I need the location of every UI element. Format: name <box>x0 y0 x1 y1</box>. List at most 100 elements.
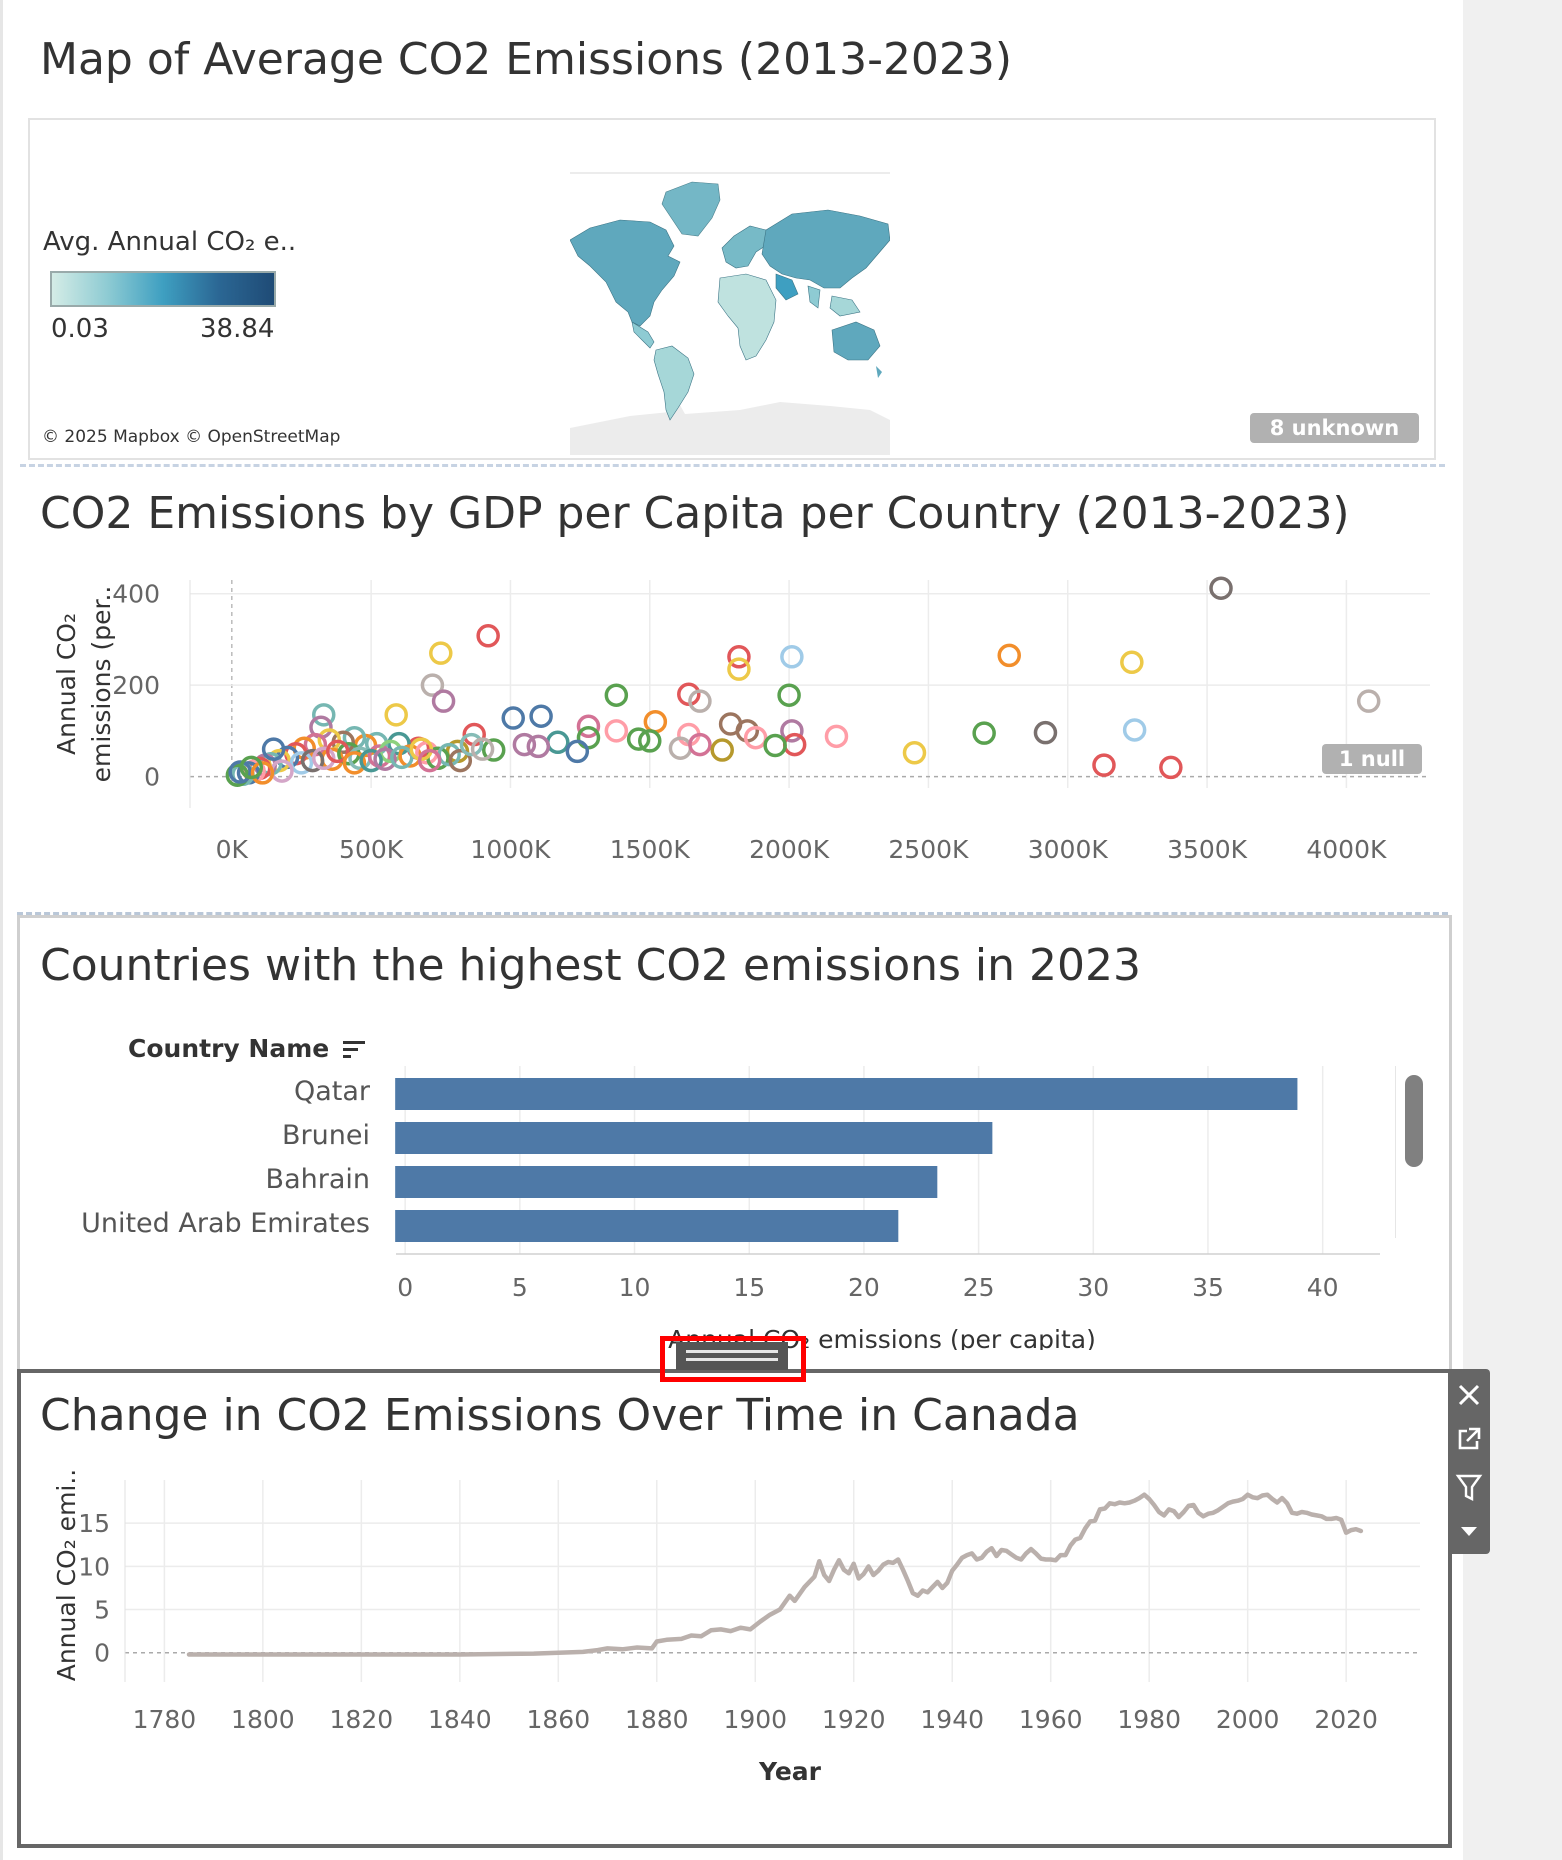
scatter-title: CO2 Emissions by GDP per Capita per Coun… <box>40 488 1350 539</box>
filter-icon <box>1455 1474 1483 1501</box>
y-tick-label: 15 <box>78 1509 110 1538</box>
scatter-point <box>727 657 751 681</box>
x-tick-label: 25 <box>963 1273 995 1302</box>
null-badge[interactable]: 1 null <box>1322 744 1422 774</box>
x-tick-label: 1000K <box>470 835 551 864</box>
x-tick-label: 1820 <box>330 1705 394 1734</box>
scatter-point <box>359 748 383 773</box>
handle-grip-line-bottom <box>686 1358 778 1361</box>
bar-category-label[interactable]: Qatar <box>293 1076 370 1107</box>
scatter-point <box>512 732 537 757</box>
scatter-point <box>420 673 445 697</box>
bar-category-label[interactable]: Bahrain <box>265 1164 370 1195</box>
bar-title: Countries with the highest CO2 emissions… <box>40 940 1142 991</box>
worksheet-toolbar <box>1448 1369 1490 1554</box>
scatter-point <box>431 689 456 713</box>
scatter-point <box>342 751 367 775</box>
scatter-point <box>526 734 551 759</box>
scatter-point <box>529 704 553 728</box>
scatter-point <box>1120 650 1144 675</box>
greenland-shape <box>661 181 721 237</box>
x-tick-label: 2000K <box>749 835 830 864</box>
scatter-point <box>312 703 336 727</box>
scatter-point <box>626 727 651 751</box>
y-tick-label: 200 <box>112 671 160 700</box>
right-gutter <box>1463 0 1562 1860</box>
resize-handle[interactable] <box>676 1342 788 1370</box>
x-tick-label: 1880 <box>625 1705 689 1734</box>
scatter-point <box>250 761 275 785</box>
x-tick-label: 2020 <box>1314 1705 1378 1734</box>
x-tick-label: 10 <box>619 1273 651 1302</box>
bar-scrollbar-thumb[interactable] <box>1405 1075 1423 1167</box>
x-tick-label: 1900 <box>723 1705 787 1734</box>
y-tick-label: 0 <box>94 1639 110 1668</box>
highlight-box <box>660 1336 806 1382</box>
scatter-point <box>604 719 629 743</box>
chevron-down-icon <box>1461 1527 1477 1536</box>
close-button[interactable] <box>1448 1373 1490 1417</box>
map-legend-gradient <box>50 271 276 307</box>
left-edge <box>0 0 3 1860</box>
x-axis-title: GDP per capita, PPP (constant 2021 inter… <box>442 889 1177 890</box>
scatter-point <box>688 732 712 757</box>
line-panel[interactable] <box>17 1369 1452 1848</box>
scatter-point <box>565 739 590 764</box>
scatter-point <box>417 748 442 773</box>
scatter-point <box>638 729 662 753</box>
unknown-badge[interactable]: 8 unknown <box>1250 413 1419 443</box>
x-tick-label: 35 <box>1192 1273 1224 1302</box>
line-chart[interactable]: 1780 1800 1820 1840 1860 1880 1900 1920 1940 1960… <box>20 1460 1440 1840</box>
bar-brunei <box>395 1122 993 1154</box>
scatter-point <box>824 724 849 749</box>
scatter-point <box>429 641 453 665</box>
scatter-point <box>763 733 787 758</box>
section-divider <box>20 464 1445 467</box>
x-tick-label: 1860 <box>526 1705 590 1734</box>
scatter-chart[interactable]: 0K 500K 1000K 1500K 2000K 2500K 3000K 3500K 4000… <box>0 560 1450 890</box>
scroll-track-divider <box>1395 1066 1396 1238</box>
x-tick-label: 2500K <box>888 835 969 864</box>
x-axis-title: Year <box>758 1757 822 1786</box>
canada-emissions-line <box>186 1492 1364 1657</box>
y-axis-title-line2: emissions (per.. <box>87 586 116 783</box>
x-tick-label: 0 <box>397 1273 413 1302</box>
australia-shape <box>831 321 881 361</box>
scatter-point <box>470 737 495 761</box>
scatter-point <box>261 737 286 761</box>
map-legend-max: 38.84 <box>200 314 275 344</box>
close-icon <box>1458 1384 1480 1406</box>
scatter-point <box>459 732 484 757</box>
x-tick-label: 5 <box>512 1273 528 1302</box>
bar-category-label[interactable]: Brunei <box>282 1120 370 1151</box>
scatter-point <box>902 741 927 765</box>
y-axis-title: Annual CO₂ emi.. <box>52 1469 81 1682</box>
country-name-header[interactable]: Country Name <box>128 1034 366 1063</box>
x-tick-label: 1500K <box>610 835 691 864</box>
x-tick-label: 0K <box>216 835 249 864</box>
filter-button[interactable] <box>1448 1465 1490 1509</box>
x-tick-label: 3500K <box>1167 835 1248 864</box>
sort-icon[interactable] <box>342 1039 366 1061</box>
x-tick-label: 2000 <box>1216 1705 1280 1734</box>
y-tick-label: 400 <box>112 580 160 609</box>
open-external-icon <box>1458 1427 1481 1450</box>
map-attribution[interactable]: © 2025 Mapbox © OpenStreetMap <box>42 427 341 447</box>
bar-category-label[interactable]: United Arab Emirates <box>81 1208 370 1239</box>
scatter-point <box>390 745 414 770</box>
bar-bahrain <box>395 1166 938 1198</box>
scatter-point <box>1356 689 1381 713</box>
scatter-point <box>997 643 1021 668</box>
scatter-point <box>710 738 734 762</box>
bar-panel-dashed-top <box>17 912 1448 915</box>
world-map[interactable] <box>570 170 890 455</box>
scatter-point <box>481 738 506 762</box>
more-options-button[interactable] <box>1448 1509 1490 1553</box>
map-legend-min: 0.03 <box>51 314 109 344</box>
x-tick-label: 1960 <box>1019 1705 1083 1734</box>
open-external-button[interactable] <box>1448 1417 1490 1461</box>
scatter-point <box>373 747 397 771</box>
x-tick-label: 20 <box>848 1273 880 1302</box>
country-name-header-label: Country Name <box>128 1034 330 1063</box>
